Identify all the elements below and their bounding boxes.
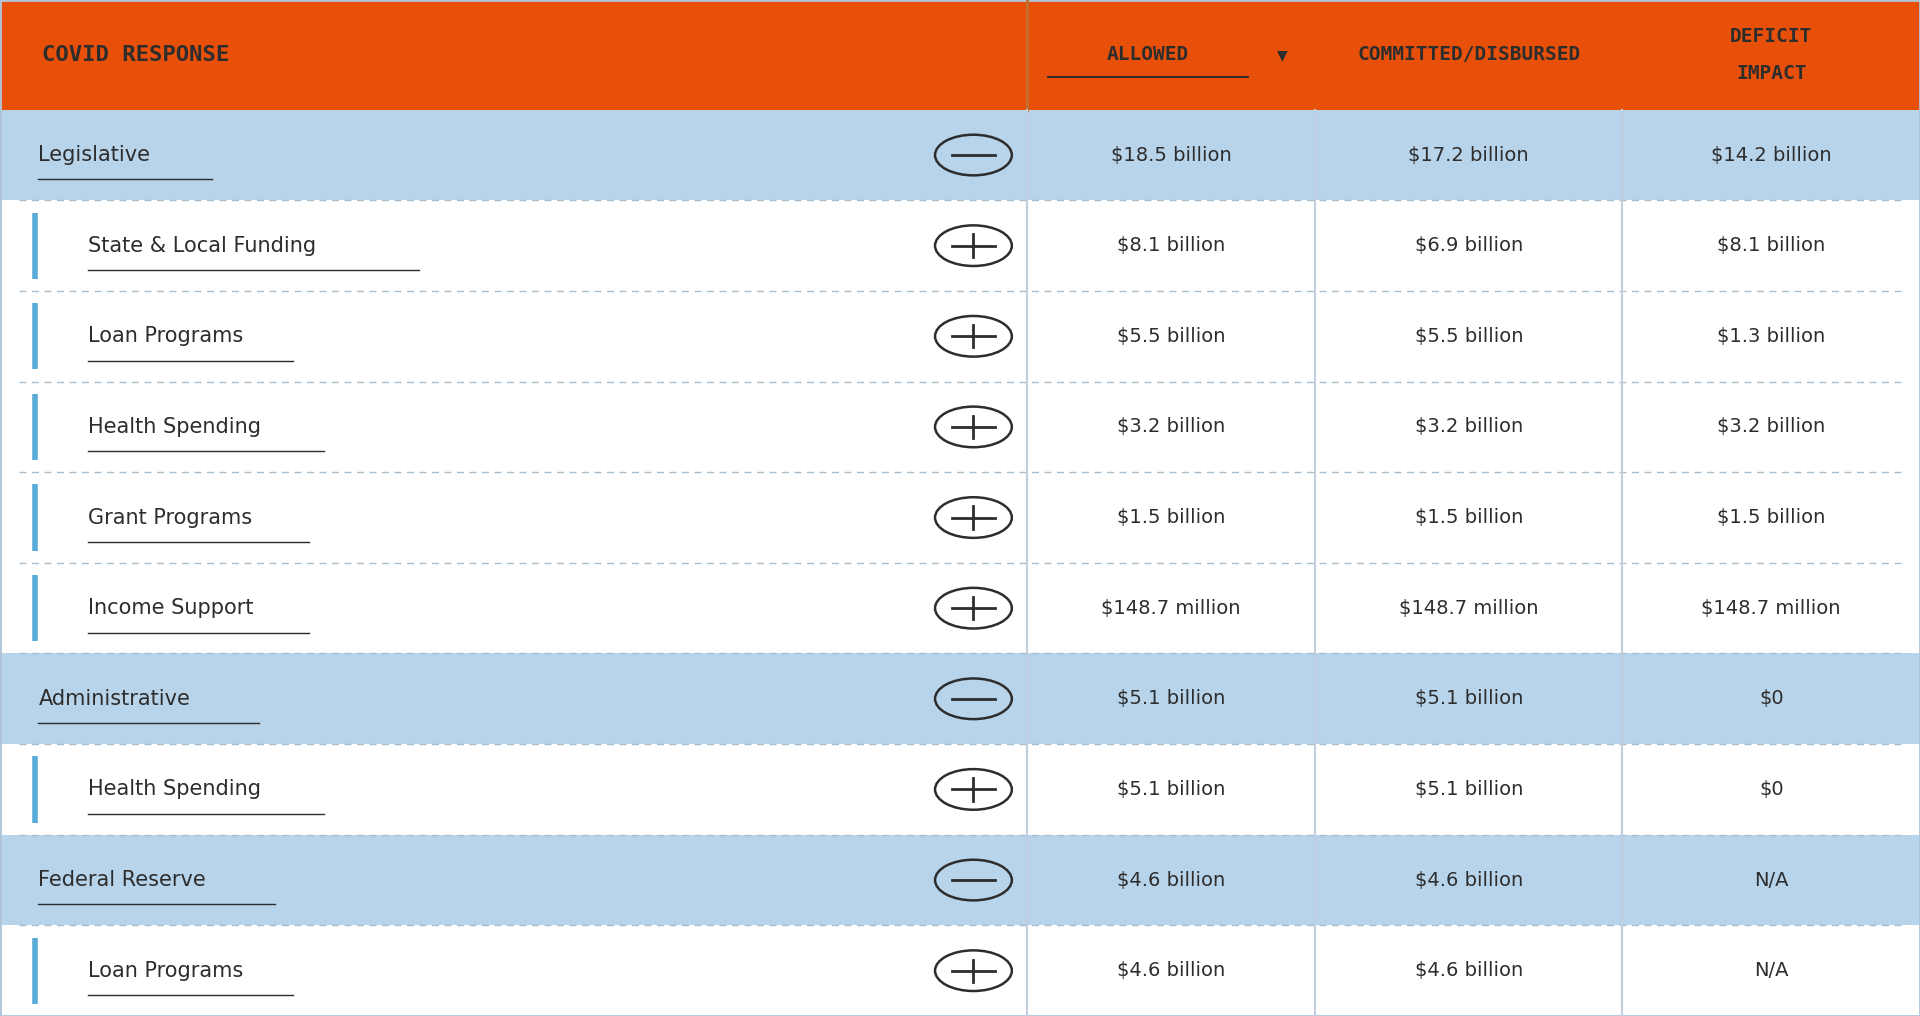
Text: $6.9 billion: $6.9 billion bbox=[1415, 236, 1523, 255]
FancyBboxPatch shape bbox=[0, 472, 1920, 563]
Text: IMPACT: IMPACT bbox=[1736, 64, 1807, 82]
Text: ▼: ▼ bbox=[1277, 48, 1288, 62]
Text: $0: $0 bbox=[1759, 689, 1784, 708]
Text: $3.2 billion: $3.2 billion bbox=[1415, 418, 1523, 437]
Text: $148.7 million: $148.7 million bbox=[1102, 598, 1240, 618]
FancyBboxPatch shape bbox=[0, 563, 1920, 653]
Text: $5.1 billion: $5.1 billion bbox=[1415, 780, 1523, 799]
Text: Grant Programs: Grant Programs bbox=[88, 508, 252, 527]
Text: $0: $0 bbox=[1759, 780, 1784, 799]
Text: Loan Programs: Loan Programs bbox=[88, 961, 244, 980]
Text: $8.1 billion: $8.1 billion bbox=[1716, 236, 1826, 255]
Text: $4.6 billion: $4.6 billion bbox=[1415, 871, 1523, 890]
Text: $148.7 million: $148.7 million bbox=[1400, 598, 1538, 618]
Text: $5.5 billion: $5.5 billion bbox=[1415, 327, 1523, 345]
Text: ALLOWED: ALLOWED bbox=[1108, 46, 1188, 64]
FancyBboxPatch shape bbox=[0, 200, 1920, 291]
FancyBboxPatch shape bbox=[0, 291, 1920, 382]
Text: $8.1 billion: $8.1 billion bbox=[1117, 236, 1225, 255]
Text: $148.7 million: $148.7 million bbox=[1701, 598, 1841, 618]
Text: $18.5 billion: $18.5 billion bbox=[1112, 145, 1231, 165]
Text: Administrative: Administrative bbox=[38, 689, 190, 709]
FancyBboxPatch shape bbox=[0, 0, 1920, 110]
Text: N/A: N/A bbox=[1755, 871, 1788, 890]
Text: $4.6 billion: $4.6 billion bbox=[1117, 871, 1225, 890]
Text: Income Support: Income Support bbox=[88, 598, 253, 618]
Text: $5.1 billion: $5.1 billion bbox=[1117, 689, 1225, 708]
Text: N/A: N/A bbox=[1755, 961, 1788, 980]
Text: State & Local Funding: State & Local Funding bbox=[88, 236, 317, 256]
FancyBboxPatch shape bbox=[0, 110, 1920, 200]
Text: Federal Reserve: Federal Reserve bbox=[38, 870, 205, 890]
Text: $1.5 billion: $1.5 billion bbox=[1117, 508, 1225, 527]
Text: DEFICIT: DEFICIT bbox=[1730, 27, 1812, 46]
Text: Health Spending: Health Spending bbox=[88, 417, 261, 437]
Text: COMMITTED/DISBURSED: COMMITTED/DISBURSED bbox=[1357, 46, 1580, 64]
Text: $4.6 billion: $4.6 billion bbox=[1117, 961, 1225, 980]
FancyBboxPatch shape bbox=[0, 382, 1920, 472]
Text: $5.5 billion: $5.5 billion bbox=[1117, 327, 1225, 345]
Text: $1.5 billion: $1.5 billion bbox=[1716, 508, 1826, 527]
FancyBboxPatch shape bbox=[0, 926, 1920, 1016]
Text: $5.1 billion: $5.1 billion bbox=[1415, 689, 1523, 708]
Text: $4.6 billion: $4.6 billion bbox=[1415, 961, 1523, 980]
Text: Health Spending: Health Spending bbox=[88, 779, 261, 800]
Text: COVID RESPONSE: COVID RESPONSE bbox=[42, 45, 230, 65]
Text: $3.2 billion: $3.2 billion bbox=[1117, 418, 1225, 437]
Text: $1.3 billion: $1.3 billion bbox=[1716, 327, 1826, 345]
Text: $3.2 billion: $3.2 billion bbox=[1716, 418, 1826, 437]
Text: $14.2 billion: $14.2 billion bbox=[1711, 145, 1832, 165]
FancyBboxPatch shape bbox=[0, 744, 1920, 835]
FancyBboxPatch shape bbox=[0, 653, 1920, 744]
Text: $1.5 billion: $1.5 billion bbox=[1415, 508, 1523, 527]
Text: Loan Programs: Loan Programs bbox=[88, 326, 244, 346]
FancyBboxPatch shape bbox=[0, 835, 1920, 926]
Text: Legislative: Legislative bbox=[38, 145, 150, 165]
Text: $17.2 billion: $17.2 billion bbox=[1409, 145, 1528, 165]
Text: $5.1 billion: $5.1 billion bbox=[1117, 780, 1225, 799]
